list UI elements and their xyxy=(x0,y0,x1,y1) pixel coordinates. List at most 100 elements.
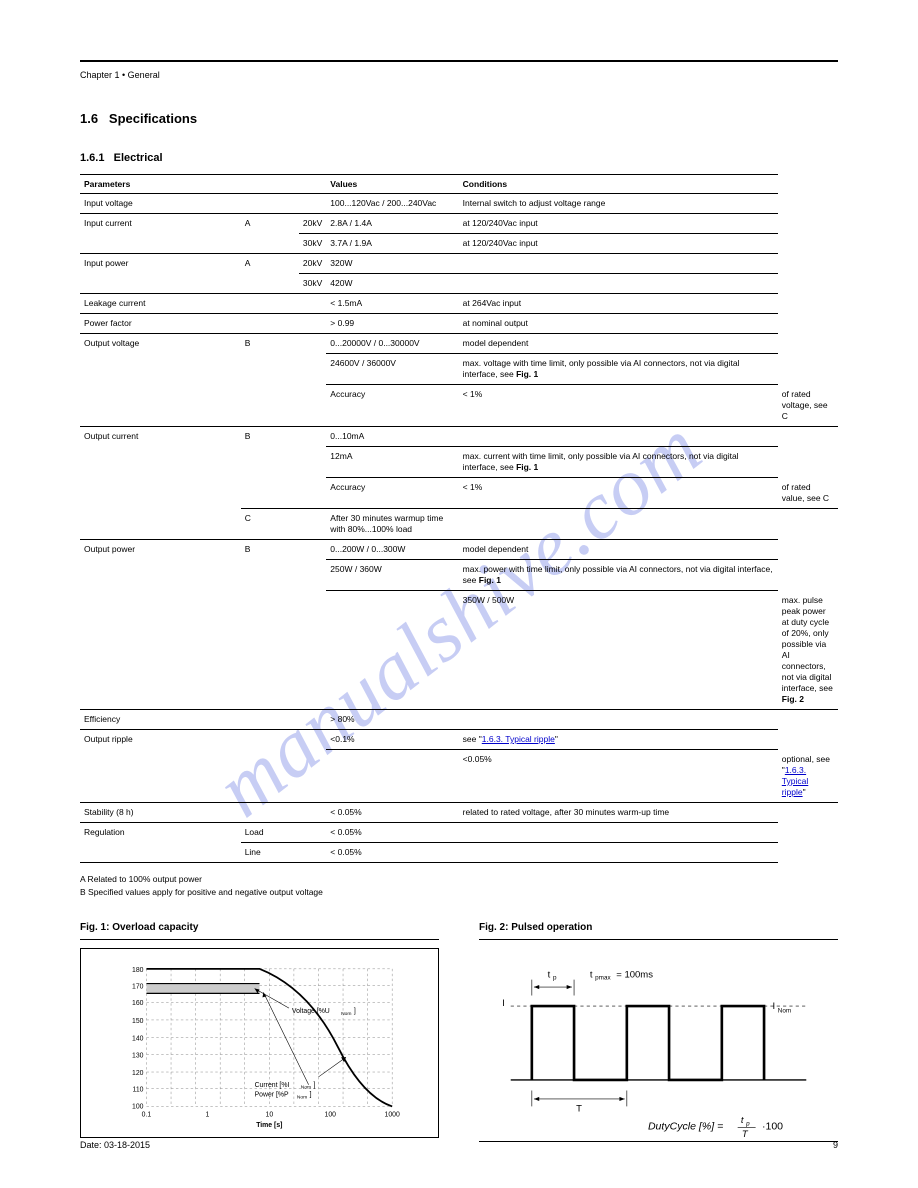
cell-value: 350W / 500W xyxy=(459,591,778,710)
svg-text:T: T xyxy=(576,1104,582,1115)
cell-condition: optional, see "1.6.3. Typical ripple" xyxy=(778,750,838,803)
col-values: Values xyxy=(326,175,458,194)
table-row: Output ripple<0.1%see "1.6.3. Typical ri… xyxy=(80,730,838,750)
cell-condition: model dependent xyxy=(459,334,778,354)
svg-text:Nom: Nom xyxy=(341,1011,351,1017)
cell-subparam: 30kV xyxy=(299,274,326,294)
svg-text:Current [%I: Current [%I xyxy=(255,1082,290,1089)
cell-note xyxy=(241,730,327,803)
svg-text:180: 180 xyxy=(132,967,144,974)
cell-param: Input current xyxy=(80,214,241,254)
cell-condition: max. current with time limit, only possi… xyxy=(459,447,778,478)
cell-value: > 80% xyxy=(326,710,458,730)
cell-condition: Internal switch to adjust voltage range xyxy=(459,194,778,214)
cell-note: Load xyxy=(241,822,327,842)
svg-text:1000: 1000 xyxy=(385,1112,400,1119)
footnote-a: A Related to 100% output power xyxy=(80,873,838,886)
footnote-b: B Specified values apply for positive an… xyxy=(80,886,838,899)
svg-text:p: p xyxy=(745,1121,750,1128)
cell-condition: of rated value, see C xyxy=(778,478,838,509)
cell-condition xyxy=(459,710,778,730)
svg-text:10: 10 xyxy=(266,1112,274,1119)
svg-text:Time [s]: Time [s] xyxy=(256,1123,282,1130)
link-ripple[interactable]: 1.6.3. Typical ripple xyxy=(482,734,555,744)
cell-condition: model dependent xyxy=(459,539,778,559)
cell-subparam xyxy=(326,750,458,803)
table-row: Leakage current< 1.5mAat 264Vac input xyxy=(80,294,838,314)
cell-value: After 30 minutes warmup time with 80%...… xyxy=(326,508,458,539)
table-row: Output voltageB0...20000V / 0...30000Vmo… xyxy=(80,334,838,354)
cell-subparam: 20kV xyxy=(299,214,326,234)
cell-value: < 0.05% xyxy=(326,822,458,842)
cell-condition: at 120/240Vac input xyxy=(459,214,778,234)
cell-condition: max. voltage with time limit, only possi… xyxy=(459,354,778,385)
cell-value: <0.1% xyxy=(326,730,458,750)
cell-value: < 0.05% xyxy=(326,842,458,862)
cell-value: 12mA xyxy=(326,447,458,478)
cell-value: 2.8A / 1.4A xyxy=(326,214,458,234)
cell-value: 0...200W / 0...300W xyxy=(326,539,458,559)
cell-note: A xyxy=(241,254,299,294)
cell-condition xyxy=(459,842,778,862)
cell-condition: max. power with time limit, only possibl… xyxy=(459,559,778,590)
cell-subparam: 20kV xyxy=(299,254,326,274)
svg-text:Nom: Nom xyxy=(778,1008,791,1015)
cell-param: Output ripple xyxy=(80,730,241,803)
cell-note: C xyxy=(241,508,327,539)
fig1-chart: 100110 120130 140150 160170 180 0.11 101… xyxy=(80,948,439,1138)
cell-condition xyxy=(459,427,778,447)
svg-text:t: t xyxy=(741,1116,744,1127)
cell-value: 100...120Vac / 200...240Vac xyxy=(326,194,458,214)
cell-note: A xyxy=(241,214,299,254)
page-footer: Date: 03-18-2015 9 xyxy=(80,1140,838,1150)
cell-condition xyxy=(459,822,778,842)
link-ripple[interactable]: 1.6.3. Typical ripple xyxy=(782,765,808,797)
svg-text:]: ] xyxy=(354,1009,356,1016)
table-row: Stability (8 h)< 0.05%related to rated v… xyxy=(80,802,838,822)
cell-condition: at nominal output xyxy=(459,314,778,334)
table-footnotes: A Related to 100% output power B Specifi… xyxy=(80,873,838,899)
cell-param: Output power xyxy=(80,539,241,709)
svg-text:160: 160 xyxy=(132,1001,144,1008)
table-row: Power factor> 0.99at nominal output xyxy=(80,314,838,334)
cell-subparam: Accuracy xyxy=(326,478,458,509)
table-row: Input powerA20kV320W xyxy=(80,254,838,274)
cell-condition xyxy=(459,254,778,274)
cell-note: B xyxy=(241,539,327,709)
svg-text:100: 100 xyxy=(325,1112,337,1119)
svg-text:140: 140 xyxy=(132,1036,144,1043)
cell-value: 24600V / 36000V xyxy=(326,354,458,385)
section-heading: 1.6 Specifications xyxy=(80,110,838,128)
svg-text:120: 120 xyxy=(132,1070,144,1077)
header-rule xyxy=(80,60,838,62)
cell-param: Stability (8 h) xyxy=(80,802,326,822)
cell-param: Input voltage xyxy=(80,194,326,214)
svg-text:Voltage [%U: Voltage [%U xyxy=(292,1009,330,1016)
table-row: Output currentB0...10mA xyxy=(80,427,838,447)
fig1-svg: 100110 120130 140150 160170 180 0.11 101… xyxy=(93,959,426,1131)
figures-row: Fig. 1: Overload capacity xyxy=(80,922,838,1138)
cell-condition: at 264Vac input xyxy=(459,294,778,314)
cell-param: Efficiency xyxy=(80,710,326,730)
page-container: Chapter 1 • General 1.6 Specifications 1… xyxy=(0,0,918,1178)
cell-param: Regulation xyxy=(80,822,241,862)
cell-subparam: 30kV xyxy=(299,234,326,254)
col-conditions: Conditions xyxy=(459,175,778,194)
cell-subparam xyxy=(326,591,458,710)
cell-value: > 0.99 xyxy=(326,314,458,334)
footer-date: Date: 03-18-2015 xyxy=(80,1140,150,1150)
fig2-svg: t p T I I Nom t pmax xyxy=(479,948,838,1138)
svg-text:110: 110 xyxy=(133,1087,144,1094)
fig2-chart: t p T I I Nom t pmax xyxy=(479,948,838,1138)
cell-value: 250W / 360W xyxy=(326,559,458,590)
cell-value: 3.7A / 1.9A xyxy=(326,234,458,254)
svg-text:t: t xyxy=(590,970,593,981)
svg-text:·100: ·100 xyxy=(762,1121,783,1133)
table-row: Efficiency> 80% xyxy=(80,710,838,730)
cell-note: B xyxy=(241,427,327,509)
cell-subparam: Accuracy xyxy=(326,385,458,427)
cell-condition xyxy=(459,274,778,294)
table-row: Input voltage100...120Vac / 200...240Vac… xyxy=(80,194,838,214)
cell-condition: of rated voltage, see C xyxy=(778,385,838,427)
cell-param: Power factor xyxy=(80,314,326,334)
